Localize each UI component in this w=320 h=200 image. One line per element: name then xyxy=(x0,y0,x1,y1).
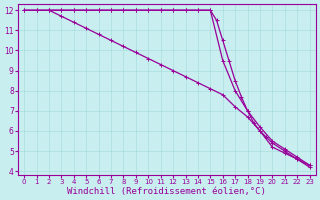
X-axis label: Windchill (Refroidissement éolien,°C): Windchill (Refroidissement éolien,°C) xyxy=(68,187,266,196)
